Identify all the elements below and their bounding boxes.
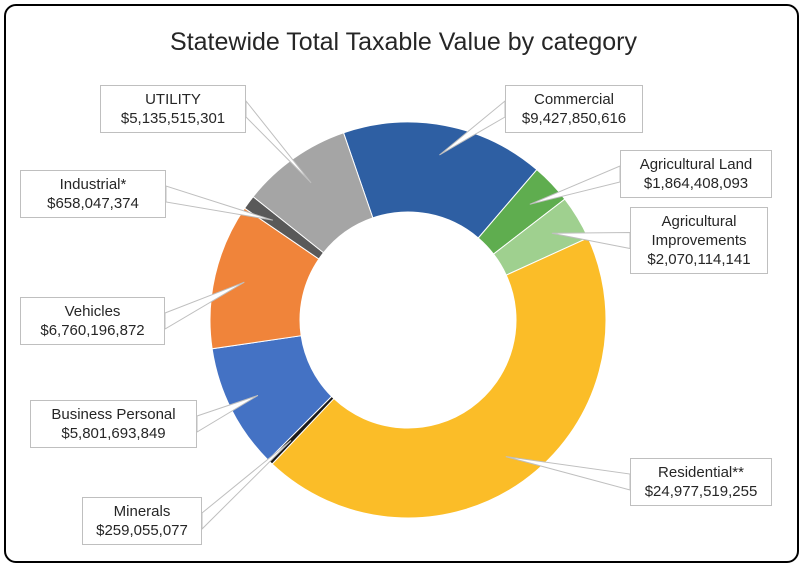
label-value: $2,070,114,141 <box>647 251 751 268</box>
data-label: Industrial* $658,047,374 <box>20 170 166 218</box>
donut-slice <box>342 121 538 239</box>
label-name: Agricultural Improvements <box>651 213 747 249</box>
label-value: $5,801,693,849 <box>61 425 166 442</box>
data-label: Agricultural Improvements $2,070,114,141 <box>630 207 768 274</box>
label-name: Business Personal <box>51 406 176 423</box>
data-label: Vehicles $6,760,196,872 <box>20 297 165 345</box>
data-label: Commercial $9,427,850,616 <box>505 85 643 133</box>
leader-line <box>196 394 259 433</box>
label-value: $259,055,077 <box>96 522 188 539</box>
label-value: $1,864,408,093 <box>643 175 749 192</box>
label-name: Residential** <box>658 464 744 481</box>
data-label: Residential** $24,977,519,255 <box>630 458 772 506</box>
donut-slice <box>252 132 374 254</box>
data-label: UTILITY $5,135,515,301 <box>100 85 246 133</box>
label-value: $5,135,515,301 <box>120 110 226 127</box>
data-label: Agricultural Land $1,864,408,093 <box>620 150 772 198</box>
leader-line <box>164 281 245 330</box>
data-label: Business Personal $5,801,693,849 <box>30 400 197 448</box>
donut-slice <box>271 237 607 519</box>
label-name: Agricultural Land <box>639 156 753 173</box>
label-value: $9,427,850,616 <box>521 110 627 127</box>
label-name: Minerals <box>113 503 171 520</box>
label-value: $6,760,196,872 <box>40 322 145 339</box>
label-name: UTILITY <box>145 91 201 108</box>
leader-line <box>245 99 312 184</box>
chart-title: Statewide Total Taxable Value by categor… <box>170 28 637 56</box>
leader-line <box>165 185 274 221</box>
label-value: $658,047,374 <box>47 195 139 212</box>
label-value: $24,977,519,255 <box>644 483 758 500</box>
data-label: Minerals $259,055,077 <box>82 497 202 545</box>
label-name: Commercial <box>533 91 614 108</box>
label-name: Vehicles <box>64 303 121 320</box>
label-name: Industrial* <box>59 176 127 193</box>
leader-line <box>201 440 292 531</box>
